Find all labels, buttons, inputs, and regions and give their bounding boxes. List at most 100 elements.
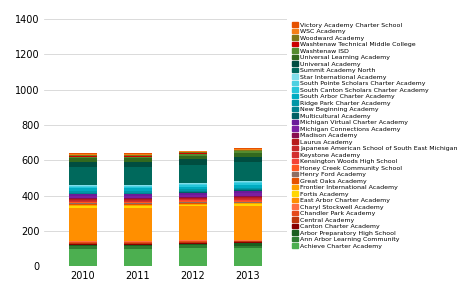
Bar: [124, 185, 152, 186]
Bar: [124, 155, 152, 156]
Bar: [179, 191, 207, 192]
Bar: [69, 193, 97, 194]
Bar: [179, 183, 207, 184]
Bar: [124, 241, 152, 242]
Bar: [69, 156, 97, 157]
Bar: [124, 203, 152, 204]
Bar: [179, 205, 207, 207]
Bar: [234, 191, 262, 193]
Bar: [124, 199, 152, 200]
Bar: [234, 203, 262, 204]
Bar: [69, 196, 97, 198]
Bar: [124, 205, 152, 206]
Bar: [69, 203, 97, 204]
Bar: [69, 186, 97, 188]
Bar: [179, 245, 207, 248]
Bar: [124, 158, 152, 162]
Bar: [234, 151, 262, 153]
Bar: [179, 154, 207, 156]
Bar: [69, 202, 97, 203]
Legend: Victory Academy Charter School, WSC Academy, Woodward Academy, Washtenaw Technic: Victory Academy Charter School, WSC Acad…: [292, 22, 458, 249]
Bar: [124, 154, 152, 155]
Bar: [179, 198, 207, 199]
Bar: [234, 200, 262, 201]
Bar: [179, 192, 207, 193]
Bar: [179, 152, 207, 153]
Bar: [179, 159, 207, 165]
Bar: [179, 151, 207, 152]
Bar: [234, 202, 262, 203]
Bar: [234, 241, 262, 242]
Bar: [179, 165, 207, 183]
Bar: [69, 157, 97, 158]
Bar: [124, 167, 152, 185]
Bar: [69, 198, 97, 199]
Bar: [69, 167, 97, 185]
Bar: [234, 149, 262, 150]
Bar: [69, 191, 97, 193]
Bar: [234, 206, 262, 240]
Bar: [234, 197, 262, 198]
Bar: [179, 242, 207, 243]
Bar: [179, 193, 207, 195]
Bar: [69, 185, 97, 186]
Bar: [234, 201, 262, 202]
Bar: [124, 204, 152, 205]
Bar: [179, 156, 207, 159]
Bar: [234, 189, 262, 190]
Bar: [179, 202, 207, 203]
Bar: [234, 190, 262, 191]
Bar: [234, 182, 262, 183]
Bar: [124, 202, 152, 203]
Bar: [69, 241, 97, 242]
Bar: [179, 187, 207, 189]
Bar: [179, 244, 207, 245]
Bar: [69, 206, 97, 208]
Bar: [69, 194, 97, 196]
Bar: [124, 206, 152, 208]
Bar: [234, 242, 262, 243]
Bar: [234, 199, 262, 200]
Bar: [69, 155, 97, 156]
Bar: [179, 203, 207, 204]
Bar: [124, 208, 152, 241]
Bar: [124, 193, 152, 194]
Bar: [69, 242, 97, 243]
Bar: [234, 183, 262, 185]
Bar: [124, 201, 152, 202]
Bar: [179, 189, 207, 191]
Bar: [69, 244, 97, 245]
Bar: [69, 200, 97, 201]
Bar: [69, 188, 97, 191]
Bar: [179, 153, 207, 154]
Bar: [234, 204, 262, 206]
Bar: [69, 205, 97, 206]
Bar: [179, 204, 207, 205]
Bar: [179, 195, 207, 197]
Bar: [179, 240, 207, 241]
Bar: [179, 150, 207, 151]
Bar: [179, 197, 207, 198]
Bar: [124, 242, 152, 243]
Bar: [124, 186, 152, 188]
Bar: [234, 240, 262, 241]
Bar: [179, 185, 207, 187]
Bar: [234, 188, 262, 189]
Bar: [69, 245, 97, 246]
Bar: [179, 241, 207, 242]
Bar: [124, 249, 152, 266]
Bar: [179, 243, 207, 244]
Bar: [179, 200, 207, 201]
Bar: [234, 157, 262, 162]
Bar: [234, 243, 262, 246]
Bar: [234, 153, 262, 157]
Bar: [179, 199, 207, 200]
Bar: [124, 194, 152, 196]
Bar: [124, 196, 152, 198]
Bar: [69, 153, 97, 154]
Bar: [124, 245, 152, 246]
Bar: [179, 184, 207, 185]
Bar: [124, 244, 152, 245]
Bar: [69, 208, 97, 241]
Bar: [69, 246, 97, 249]
